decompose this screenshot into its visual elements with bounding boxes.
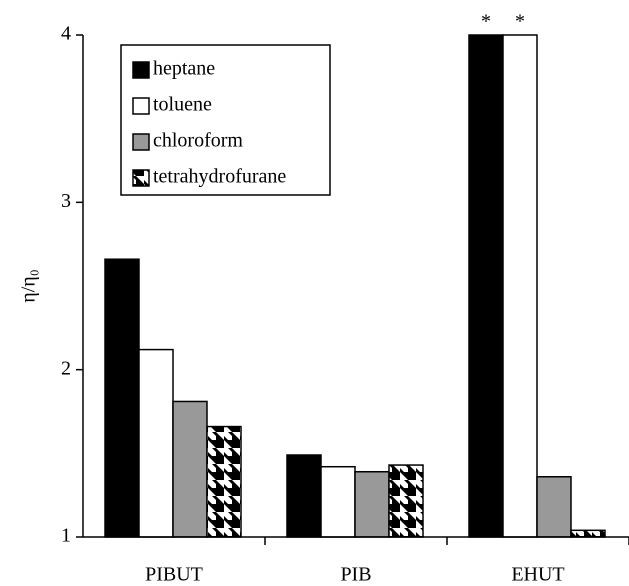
legend-swatch bbox=[132, 169, 150, 187]
x-tick-label: EHUT bbox=[511, 564, 564, 586]
bar bbox=[172, 400, 208, 538]
bar bbox=[354, 470, 390, 538]
bar bbox=[388, 464, 424, 538]
legend-box bbox=[120, 44, 331, 196]
bar bbox=[536, 476, 572, 538]
x-tick-label: PIBUT bbox=[145, 564, 203, 586]
legend-label: chloroform bbox=[153, 130, 243, 152]
bar bbox=[502, 34, 538, 538]
bar bbox=[286, 454, 322, 538]
y-tick-label: 4 bbox=[61, 23, 71, 45]
y-tick-label: 2 bbox=[61, 357, 71, 379]
y-tick-label: 1 bbox=[61, 525, 71, 547]
bar bbox=[206, 425, 242, 538]
x-tick-label: PIB bbox=[340, 564, 371, 586]
annotation: * bbox=[481, 11, 491, 33]
y-axis-label: η/η₀ bbox=[18, 269, 40, 302]
annotation: * bbox=[515, 11, 525, 33]
bar bbox=[570, 529, 606, 538]
bar bbox=[104, 258, 140, 538]
legend-label: heptane bbox=[153, 58, 215, 80]
bar bbox=[320, 465, 356, 538]
bar bbox=[468, 34, 504, 538]
legend-label: toluene bbox=[153, 94, 212, 116]
legend-swatch bbox=[132, 97, 150, 115]
legend-label: tetrahydrofurane bbox=[153, 166, 286, 188]
y-tick-label: 3 bbox=[61, 190, 71, 212]
legend-swatch bbox=[132, 133, 150, 151]
legend-swatch bbox=[132, 61, 150, 79]
bar bbox=[138, 348, 174, 538]
